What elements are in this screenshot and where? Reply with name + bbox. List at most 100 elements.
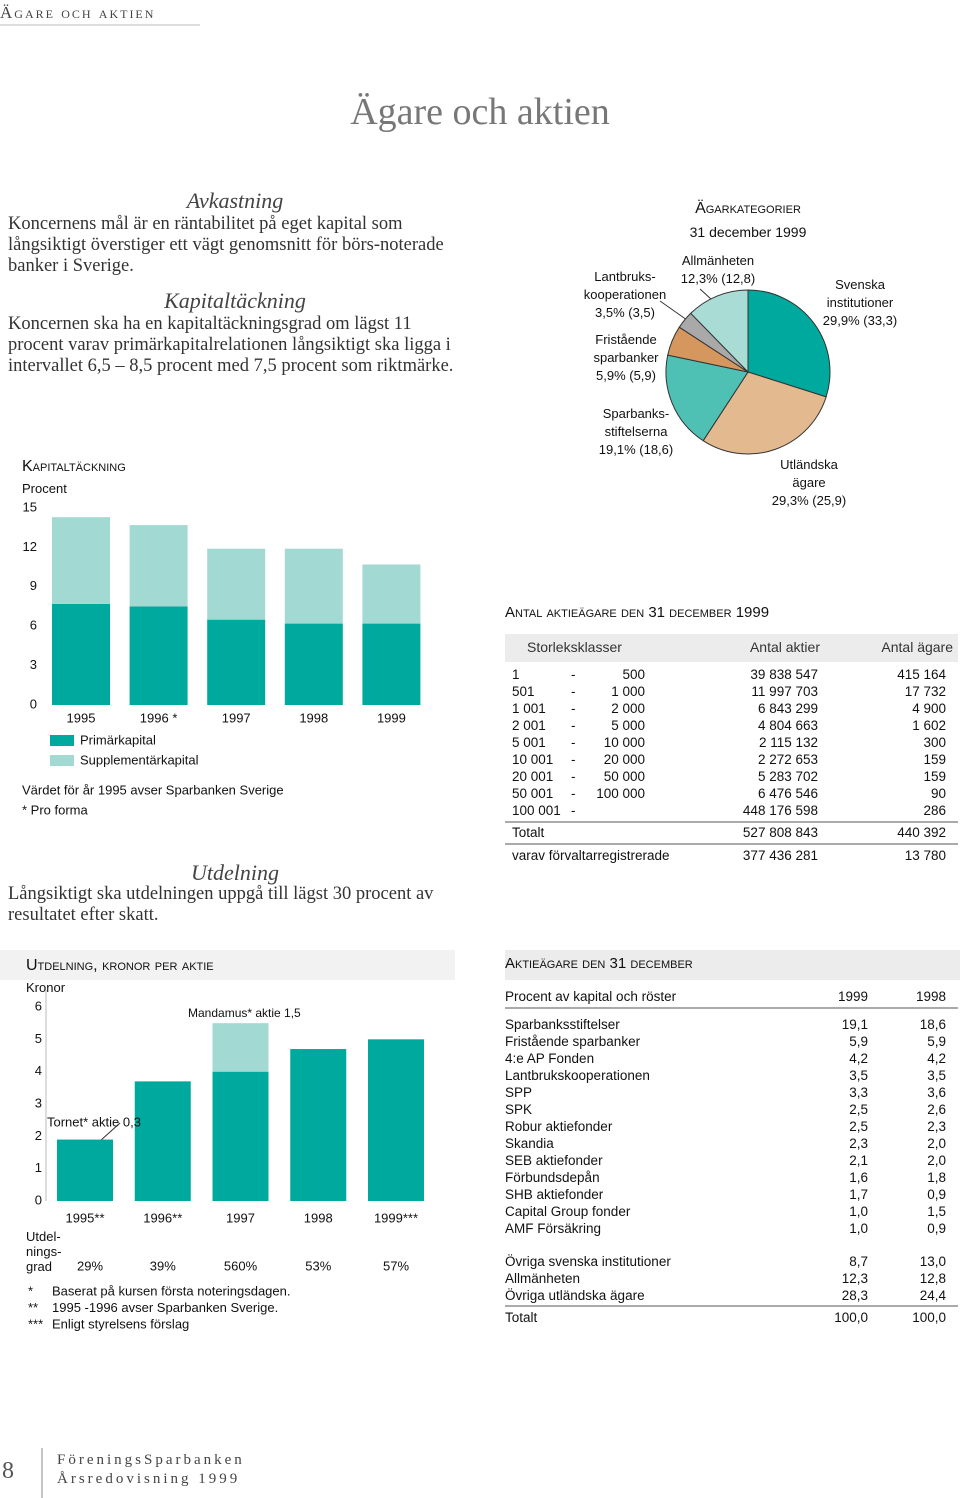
table-cell: 12,3 [841,1271,868,1286]
table-cell: 159 [923,752,946,767]
payout-ratio: 57% [383,1258,409,1273]
column-header: Antal aktier [749,639,820,655]
table-title: Antal aktieägare den 31 december 1999 [505,604,770,621]
table-cell: 1 000 [611,684,645,699]
table-cell: 377 436 281 [742,848,818,863]
section-heading: Utdelning [191,860,279,885]
chart-note: * Pro forma [22,802,89,817]
column-header: Antal ägare [881,639,953,655]
table-cell: - [571,718,576,733]
pie-slice [702,371,827,455]
legend-label: Primärkapital [80,732,156,747]
table-cell: Sparbanksstiftelser [505,1017,620,1032]
table-cell: 5 000 [611,718,645,733]
slice-value-label: 19,1% (18,6) [598,442,674,457]
x-tick-label: 1996 * [140,710,178,725]
table-cell: 2,1 [849,1153,868,1168]
chart-subtitle: 31 december 1999 [689,224,807,240]
x-tick-label: 1997 [222,710,251,725]
slice-label: Svenska institutioner [826,277,894,310]
bar [212,1071,269,1201]
table-cell: 90 [930,786,946,801]
table-cell: 11 997 703 [751,684,818,699]
table-cell: 1 001 [512,701,546,716]
table-cell: Fristående sparbanker [505,1034,641,1049]
table-cell: 448 176 598 [742,803,818,818]
bar [284,548,343,624]
chart-title-band [0,950,455,980]
table-cell: 2 272 653 [757,752,818,767]
annotation: Mandamus* aktie 1,5 [188,1006,301,1020]
bar [134,1081,191,1201]
column-header: Storleksklasser [527,639,622,655]
y-tick-label: 0 [35,1192,42,1207]
table-cell: 2,6 [927,1102,946,1117]
table-cell: 2,5 [849,1119,868,1134]
table-cell: Totalt [512,825,545,840]
footnote-marker: ** [28,1300,38,1315]
table-cell: 300 [923,735,946,750]
table-cell: 17 732 [904,684,946,699]
table-cell: - [571,701,576,716]
annotation: Tornet* aktie 0,3 [47,1114,141,1129]
table-cell: SEB aktiefonder [505,1153,603,1168]
table-cell: 39 838 547 [750,667,818,682]
slice-label: Sparbanks- stiftelserna [602,406,670,439]
footer-company: FöreningsSparbanken [57,1452,245,1468]
table-cell: 13,0 [919,1254,946,1269]
table-cell: 4,2 [927,1051,946,1066]
x-tick-label: 1996** [143,1210,182,1225]
table-cell: 3,3 [849,1085,868,1100]
slice-value-label: 12,3% (12,8) [680,271,756,286]
table-cell: 50 001 [512,786,554,801]
section-heading: Kapitaltäckning [164,288,306,313]
table-cell: 1,0 [849,1221,868,1236]
y-tick-label: 15 [23,499,37,514]
table-cell: 3,5 [849,1068,868,1083]
bar [362,564,421,624]
x-tick-label: 1999 [377,710,406,725]
table-cell: 2,3 [927,1119,946,1134]
bar [57,1139,113,1201]
column-header: Procent av kapital och röster [505,989,677,1004]
chart-title: Ägarkategorier [695,200,801,217]
table-cell: 3,6 [927,1085,946,1100]
bar [207,619,266,705]
x-tick-label: 1995 [67,710,96,725]
running-header: Ägare och aktien [0,3,156,22]
table-cell: 1,8 [927,1170,946,1185]
y-tick-label: 9 [30,578,37,593]
table-cell: 4 804 663 [757,718,818,733]
chart-note: Värdet för år 1995 avser Sparbanken Sver… [22,782,284,797]
table-cell: - [571,684,576,699]
x-tick-label: 1997 [226,1210,255,1225]
table-cell: SHB aktiefonder [505,1187,604,1202]
payout-ratio: 29% [77,1258,103,1273]
table-cell: 100 001 [512,803,561,818]
table-title: Aktieägare den 31 december [505,955,693,972]
y-axis-label: Procent [22,481,67,496]
table-cell: 1,5 [927,1204,946,1219]
table-cell: 2 001 [512,718,546,733]
table-cell: 4 900 [912,701,946,716]
y-axis-label: Kronor [26,980,66,995]
leader-line [699,288,713,301]
row-label: Utdel- nings- grad [26,1229,62,1274]
bar [212,1023,269,1072]
bar [129,606,188,705]
bar [368,1039,424,1201]
column-header: 1999 [837,989,868,1004]
table-cell: 28,3 [841,1288,868,1303]
table-cell: 2,3 [849,1136,868,1151]
table-cell: 5 001 [512,735,546,750]
column-header: 1998 [915,989,946,1004]
slice-label: Allmänheten [681,253,755,268]
bar [290,1049,347,1201]
table-cell: 4:e AP Fonden [505,1051,595,1066]
y-tick-label: 3 [30,657,37,672]
x-tick-label: 1998 [304,1210,333,1225]
table-cell: 440 392 [897,825,946,840]
table-cell: 10 000 [603,735,645,750]
bar [129,525,188,607]
table-cell: 1,6 [849,1170,868,1185]
